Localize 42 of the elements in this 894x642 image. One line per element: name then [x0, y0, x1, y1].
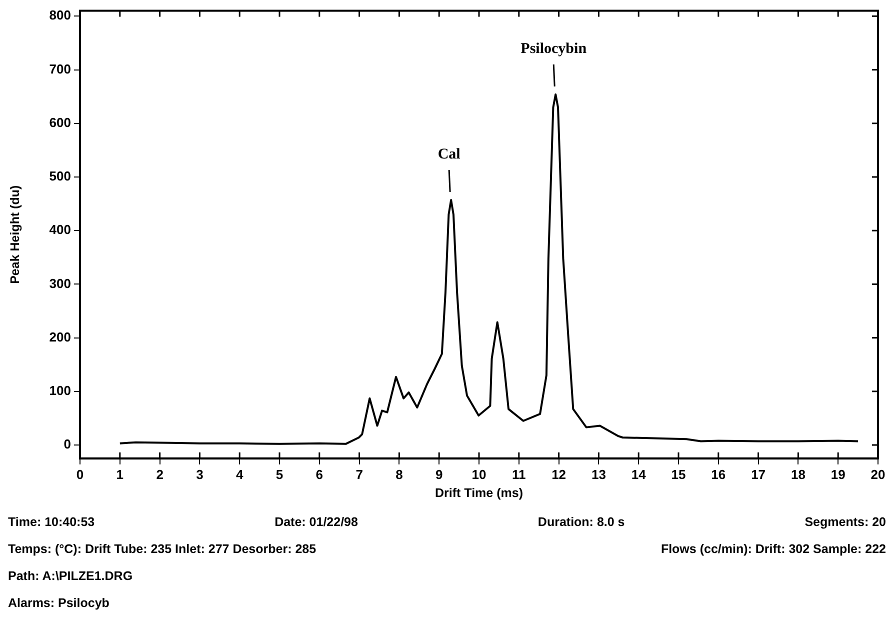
text: Duration: 8.0 s	[538, 514, 625, 528]
x-tick-label: 5	[276, 466, 284, 482]
x-axis-title: Drift Time (ms)	[435, 486, 523, 500]
annotation: Psilocybin	[520, 40, 588, 57]
x-tick-label: 7	[356, 466, 363, 482]
x-tick-label: 1	[116, 466, 124, 482]
text: Alarms: Psilocyb	[8, 596, 110, 610]
x-tick-label: 14	[631, 466, 647, 482]
y-tick-label: 800	[49, 8, 71, 23]
text: Time: 10:40:53	[8, 514, 95, 528]
y-tick-label: 700	[49, 61, 71, 76]
text: Date: 01/22/98	[274, 514, 358, 528]
x-tick-label: 15	[671, 466, 686, 482]
x-tick-label: 8	[396, 466, 403, 482]
text: Temps: (°C): Drift Tube: 235 Inlet: 277 Desorber: 285	[8, 542, 316, 556]
x-tick-label: 10	[472, 466, 486, 482]
x-tick-label: 9	[435, 466, 443, 482]
x-tick-label: 4	[236, 466, 244, 482]
y-axis-title: Peak Height (du)	[8, 185, 22, 284]
annotation: Cal	[438, 146, 460, 162]
text: Flows (cc/min): Drift: 302 Sample: 222	[660, 542, 886, 556]
x-tick-label: 0	[76, 466, 84, 482]
y-tick-label: 600	[49, 114, 71, 130]
y-tick-label: 400	[49, 222, 71, 238]
x-tick-label: 11	[512, 466, 526, 482]
x-tick-label: 20	[870, 466, 886, 482]
y-tick-label: 300	[49, 276, 71, 291]
x-tick-label: 3	[196, 466, 204, 482]
x-tick-label: 19	[830, 466, 846, 482]
y-tick-label: 200	[49, 329, 71, 344]
x-tick-label: 2	[156, 466, 164, 482]
x-tick-label: 6	[316, 466, 324, 482]
x-tick-label: 17	[751, 466, 766, 482]
text: Path: A:\PILZE1.DRG	[8, 568, 133, 582]
x-tick-label: 13	[591, 466, 606, 482]
x-tick-label: 12	[552, 466, 566, 482]
text: Segments: 20	[804, 514, 886, 528]
x-tick-label: 16	[711, 466, 726, 482]
y-tick-label: 100	[49, 382, 71, 398]
x-tick-label: 18	[790, 466, 806, 482]
y-tick-label: 500	[49, 168, 71, 184]
y-tick-label: 0	[64, 436, 71, 452]
